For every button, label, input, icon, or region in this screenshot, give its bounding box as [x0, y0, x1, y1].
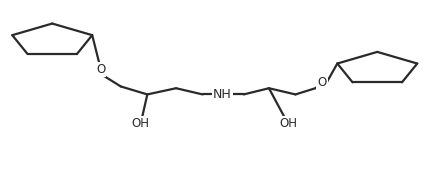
- Text: O: O: [317, 76, 327, 89]
- Text: OH: OH: [279, 117, 297, 130]
- Text: OH: OH: [132, 117, 150, 130]
- Text: O: O: [96, 63, 105, 76]
- Text: NH: NH: [213, 88, 232, 101]
